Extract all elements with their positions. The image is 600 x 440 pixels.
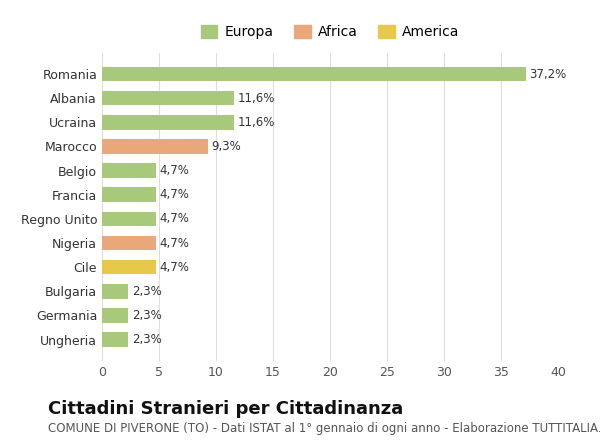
Bar [102,308,128,323]
Bar [102,236,155,250]
Bar [102,163,155,178]
Bar [102,260,155,275]
Bar [102,284,128,298]
Bar [102,139,208,154]
Text: 2,3%: 2,3% [131,309,161,322]
Text: Cittadini Stranieri per Cittadinanza: Cittadini Stranieri per Cittadinanza [48,400,403,418]
Text: 2,3%: 2,3% [131,333,161,346]
Bar [102,67,526,81]
Text: 4,7%: 4,7% [159,188,189,201]
Text: 4,7%: 4,7% [159,164,189,177]
Text: COMUNE DI PIVERONE (TO) - Dati ISTAT al 1° gennaio di ogni anno - Elaborazione T: COMUNE DI PIVERONE (TO) - Dati ISTAT al … [48,422,600,436]
Text: 37,2%: 37,2% [530,68,567,81]
Bar [102,115,234,129]
Text: 4,7%: 4,7% [159,260,189,274]
Bar [102,187,155,202]
Text: 11,6%: 11,6% [238,116,275,129]
Text: 4,7%: 4,7% [159,213,189,225]
Text: 9,3%: 9,3% [211,140,241,153]
Legend: Europa, Africa, America: Europa, Africa, America [195,20,465,45]
Text: 2,3%: 2,3% [131,285,161,298]
Bar [102,212,155,226]
Text: 11,6%: 11,6% [238,92,275,105]
Bar [102,91,234,106]
Bar [102,332,128,347]
Text: 4,7%: 4,7% [159,237,189,249]
